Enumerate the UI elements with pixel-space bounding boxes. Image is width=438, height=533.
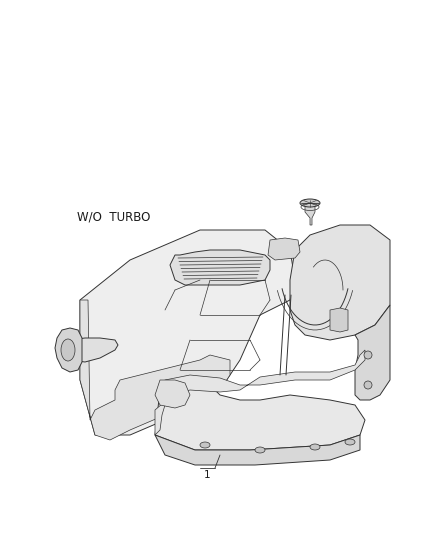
Ellipse shape xyxy=(310,444,320,450)
Polygon shape xyxy=(290,225,390,340)
Polygon shape xyxy=(305,205,315,225)
Ellipse shape xyxy=(61,339,75,361)
Polygon shape xyxy=(268,238,300,260)
Polygon shape xyxy=(55,328,82,372)
Polygon shape xyxy=(155,435,360,465)
Ellipse shape xyxy=(300,199,320,207)
Text: W/O  TURBO: W/O TURBO xyxy=(77,210,150,223)
Polygon shape xyxy=(330,308,348,332)
Text: 1: 1 xyxy=(204,470,210,480)
Polygon shape xyxy=(170,250,270,285)
Polygon shape xyxy=(155,380,190,408)
Ellipse shape xyxy=(255,447,265,453)
Ellipse shape xyxy=(345,439,355,445)
Ellipse shape xyxy=(200,442,210,448)
Polygon shape xyxy=(80,300,230,440)
Polygon shape xyxy=(355,305,390,400)
Polygon shape xyxy=(155,385,365,450)
Ellipse shape xyxy=(364,381,372,389)
Polygon shape xyxy=(70,338,118,362)
Polygon shape xyxy=(155,350,365,435)
Ellipse shape xyxy=(364,351,372,359)
Polygon shape xyxy=(80,230,295,435)
